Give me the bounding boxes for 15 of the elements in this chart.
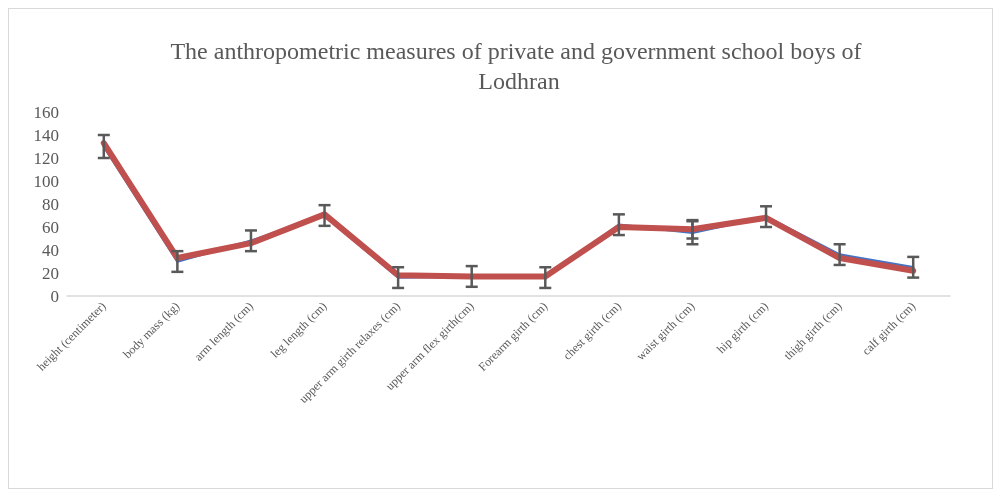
y-tick-label: 0 — [50, 286, 59, 306]
x-tick-label: thigh girth (cm) — [781, 299, 845, 363]
x-tick-label: hip girth (cm) — [714, 299, 771, 357]
chart-title: The anthropometric measures of private and government school boys of Lodhran — [170, 38, 868, 94]
y-tick-label: 140 — [33, 125, 59, 145]
y-tick-label: 100 — [33, 171, 59, 191]
y-tick-label: 120 — [33, 148, 59, 168]
y-tick-label: 160 — [33, 102, 59, 122]
x-tick-label: waist girth (cm) — [633, 299, 698, 364]
y-tick-label: 80 — [42, 194, 59, 214]
y-tick-label: 60 — [42, 217, 59, 237]
x-tick-label: calf girth (cm) — [859, 299, 919, 358]
x-tick-label: body mass (kg) — [120, 299, 183, 362]
y-tick-label: 40 — [42, 240, 59, 260]
y-tick-label: 20 — [42, 263, 59, 283]
